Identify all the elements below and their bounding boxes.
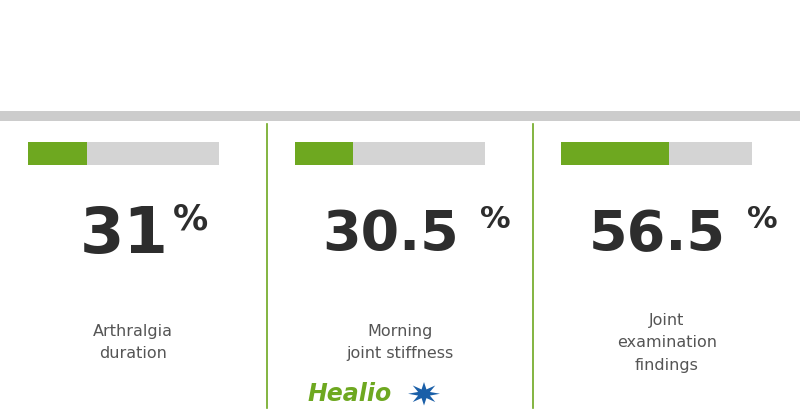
Bar: [294, 142, 353, 165]
Text: %: %: [480, 205, 510, 234]
Text: 31: 31: [79, 204, 168, 266]
Text: Healio: Healio: [308, 382, 392, 406]
Bar: [0, 111, 800, 121]
Text: Arthralgia
duration: Arthralgia duration: [94, 324, 174, 362]
Text: %: %: [746, 205, 778, 234]
Bar: [294, 142, 486, 165]
Text: 56.5: 56.5: [589, 208, 726, 262]
Text: %: %: [174, 202, 209, 236]
Text: Percent of rheumatology referrals that: Percent of rheumatology referrals that: [178, 33, 622, 52]
Text: 30.5: 30.5: [322, 208, 458, 262]
Text: Morning
joint stiffness: Morning joint stiffness: [346, 324, 454, 362]
Bar: [562, 142, 752, 165]
Text: contained key inflammatory arthritis details:: contained key inflammatory arthritis det…: [144, 71, 656, 89]
Bar: [28, 142, 218, 165]
Text: Joint
examination
findings: Joint examination findings: [617, 313, 717, 373]
Polygon shape: [408, 382, 440, 405]
Bar: [562, 142, 669, 165]
Bar: [28, 142, 87, 165]
